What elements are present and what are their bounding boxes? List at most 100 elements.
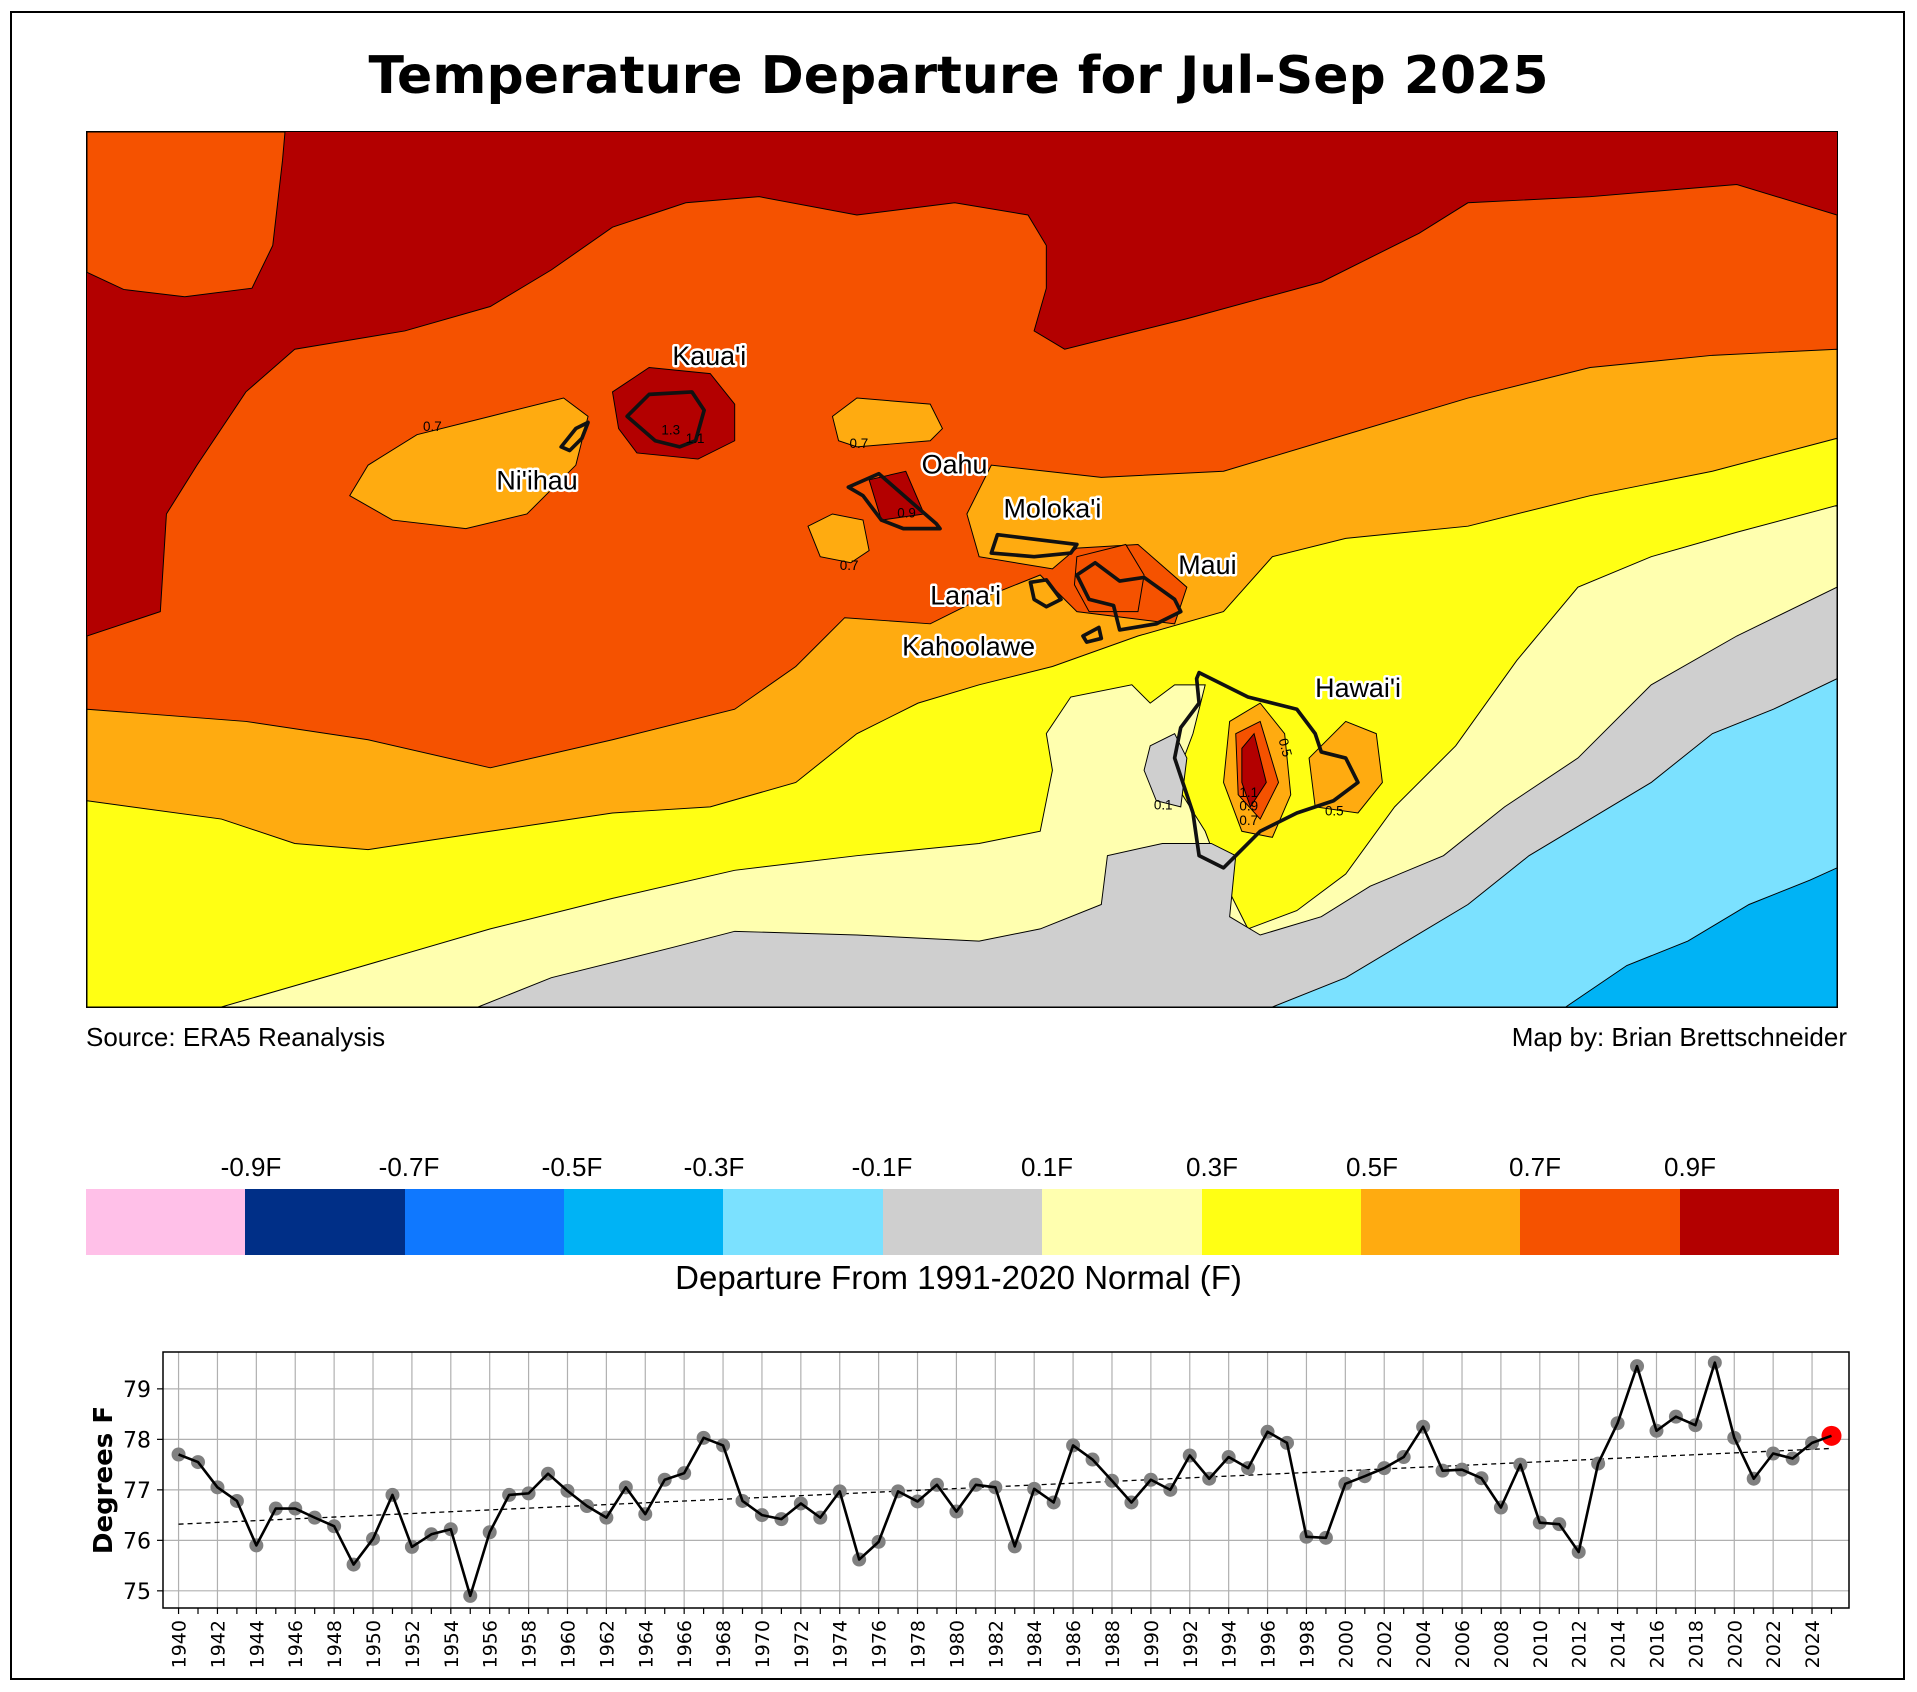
- x-tick-label: 2002: [1374, 1620, 1396, 1668]
- y-tick-label: 75: [123, 1580, 151, 1605]
- x-tick-label: 1974: [830, 1620, 852, 1668]
- x-tick-label: 1990: [1141, 1620, 1163, 1668]
- colorbar-swatch: [1201, 1189, 1361, 1255]
- contour-label: 0.9: [897, 506, 916, 521]
- x-tick-label: 1950: [363, 1620, 385, 1668]
- x-tick-label: 1972: [791, 1620, 813, 1668]
- contour-label: 1.1: [1239, 785, 1258, 800]
- island-label-hawaii: Hawai'i: [1315, 673, 1401, 703]
- x-tick-label: 1948: [324, 1620, 346, 1668]
- contour-label: 0.5: [1276, 737, 1295, 759]
- colorbar-swatch: [245, 1189, 405, 1255]
- contour-label: 0.7: [1239, 813, 1258, 828]
- colorbar-tick: -0.3F: [683, 1152, 745, 1182]
- x-tick-label: 1956: [480, 1620, 502, 1668]
- x-tick-label: 1954: [441, 1620, 463, 1668]
- band-0.5-0.7-niihau: [349, 397, 589, 530]
- y-tick-label: 78: [123, 1428, 151, 1453]
- band-0.9-kauai: [611, 367, 736, 460]
- x-tick-label: 2008: [1491, 1620, 1513, 1668]
- band-0.5-0.7-oahu-north: [831, 397, 944, 448]
- x-tick-label: 2016: [1646, 1620, 1668, 1668]
- colorbar-swatch: [882, 1189, 1043, 1255]
- credit-label: Map by: Brian Brettschneider: [1511, 1022, 1847, 1052]
- band-0.7-0.9-maui: [1073, 543, 1145, 613]
- colorbar-swatch: [1679, 1189, 1839, 1255]
- x-tick-label: 1988: [1102, 1620, 1124, 1668]
- x-tick-label: 2020: [1724, 1620, 1746, 1668]
- colorbar-swatch: [404, 1189, 565, 1255]
- x-tick-label: 2006: [1452, 1620, 1474, 1668]
- temperature-departure-map: 0.7 0.7 0.7 0.9 1.3 1.1 0.5 0.5 0.1 1.1 …: [86, 131, 1838, 1008]
- colorbar-swatch: [1042, 1189, 1202, 1255]
- island-label-niihau: Ni'ihau: [496, 466, 577, 496]
- x-tick-label: 1960: [557, 1620, 579, 1668]
- page-title: Temperature Departure for Jul-Sep 2025: [368, 46, 1549, 106]
- x-tick-label: 1984: [1024, 1620, 1046, 1668]
- y-tick-label: 77: [123, 1479, 151, 1504]
- x-tick-label: 1962: [596, 1620, 618, 1668]
- contour-label: 1.1: [686, 431, 705, 446]
- contour-label: 0.7: [850, 436, 869, 451]
- band-neg0.5-neg0.3: [1564, 867, 1837, 1007]
- colorbar-swatch: [723, 1189, 883, 1255]
- plot-frame: [162, 1351, 1850, 1609]
- maui-outline: [1075, 560, 1183, 632]
- contour-label: 0.7: [423, 419, 442, 434]
- colorbar-tick: 0.5F: [1345, 1152, 1399, 1182]
- band-hawaii-darkred: [1241, 732, 1267, 808]
- x-tick-label: 1978: [908, 1620, 930, 1668]
- contour-label: 0.7: [840, 558, 859, 573]
- kahoolawe-outline: [1081, 625, 1104, 644]
- colorbar-tick: 0.3F: [1185, 1152, 1239, 1182]
- contour-label: 0.1: [1154, 797, 1173, 812]
- x-tick-label: 1980: [946, 1620, 968, 1668]
- colorbar-tick: -0.5F: [541, 1152, 603, 1182]
- y-tick-label: 79: [123, 1378, 151, 1403]
- contour-label: 0.9: [1239, 799, 1258, 814]
- island-label-maui: Maui: [1178, 550, 1236, 580]
- x-tick-label: 2000: [1335, 1620, 1357, 1668]
- island-label-molokai: Moloka'i: [1004, 494, 1102, 524]
- x-tick-label: 2018: [1685, 1620, 1707, 1668]
- x-tick-label: 2024: [1802, 1620, 1824, 1668]
- colorbar: [86, 1189, 1839, 1255]
- x-tick-label: 2004: [1413, 1620, 1435, 1668]
- x-tick-label: 1992: [1180, 1620, 1202, 1668]
- hawaii-outline: [1172, 670, 1360, 870]
- band-neg0.3-neg0.1: [1272, 678, 1837, 1007]
- niihau-outline: [559, 420, 590, 453]
- band-0.5-0.7-oahu-west: [807, 513, 870, 564]
- island-label-oahu: Oahu: [922, 450, 988, 480]
- x-tick-label: 1958: [519, 1620, 541, 1668]
- x-tick-label: 1998: [1296, 1620, 1318, 1668]
- y-axis-label: Degrees F: [89, 1406, 119, 1554]
- island-label-kauai: Kaua'i: [672, 341, 746, 371]
- x-tick-label: 1946: [285, 1620, 307, 1668]
- x-tick-label: 2012: [1569, 1620, 1591, 1668]
- colorbar-swatch: [1520, 1189, 1680, 1255]
- x-tick-label: 1952: [402, 1620, 424, 1668]
- oahu-outline: [846, 471, 942, 531]
- x-tick-label: 1996: [1258, 1620, 1280, 1668]
- x-tick-label: 1944: [246, 1620, 268, 1668]
- x-tick-label: 1940: [169, 1620, 191, 1668]
- band-0.7-0.9-topleft: [87, 132, 286, 298]
- island-label-lanai: Lana'i: [930, 580, 1001, 610]
- x-tick-label: 1966: [674, 1620, 696, 1668]
- x-tick-label: 1982: [985, 1620, 1007, 1668]
- series-line: [178, 1361, 1832, 1598]
- colorbar-swatch: [1360, 1189, 1521, 1255]
- colorbar-tick: 0.9F: [1663, 1152, 1717, 1182]
- lanai-outline: [1028, 578, 1063, 609]
- x-tick-label: 1968: [713, 1620, 735, 1668]
- colorbar-title: Departure From 1991-2020 Normal (F): [675, 1259, 1242, 1296]
- x-tick-label: 1976: [869, 1620, 891, 1668]
- colorbar-swatch: [564, 1189, 724, 1255]
- molokai-outline: [989, 532, 1079, 559]
- x-tick-label: 2022: [1763, 1620, 1785, 1668]
- kauai-outline: [625, 390, 706, 449]
- x-tick-label: 2014: [1608, 1620, 1630, 1668]
- source-label: Source: ERA5 Reanalysis: [86, 1022, 386, 1052]
